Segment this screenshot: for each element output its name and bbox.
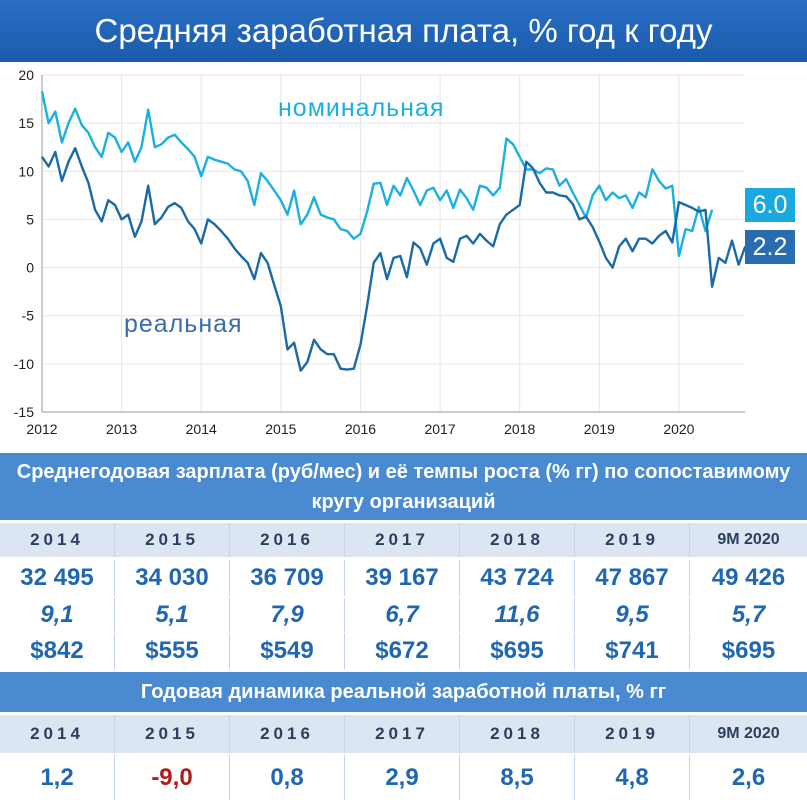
table1-salary-usd-cell-3: $672 [345, 633, 460, 669]
y-tick-label: -5 [22, 308, 35, 324]
table1-header: Среднегодовая зарплата (руб/мес) и её те… [0, 453, 807, 520]
table1-growth-cell-1: 5,1 [115, 598, 230, 632]
x-tick-label: 2020 [663, 421, 694, 437]
table1-growth-cell-0: 9,1 [0, 598, 115, 632]
y-tick-label: 5 [26, 211, 34, 227]
x-tick-label: 2012 [26, 421, 57, 437]
nominal-end-value-badge: 6.0 [745, 188, 795, 222]
table1-salary-usd-cell-2: $549 [230, 633, 345, 669]
table1-salary-rub-cell-0: 32 495 [0, 560, 115, 596]
table2-year-cell-5: 2019 [575, 715, 690, 753]
table1-salary-usd-cell-4: $695 [460, 633, 575, 669]
real-end-value-badge: 2.2 [745, 230, 795, 264]
table2-year-cell-6: 9M 2020 [717, 725, 780, 742]
nominal-series-label: номинальная [278, 94, 445, 122]
x-tick-label: 2014 [186, 421, 217, 437]
table2-value-cell-3: 2,9 [345, 755, 460, 800]
table2-year-cell-2: 2016 [230, 715, 345, 753]
salary-table-panel: Среднегодовая зарплата (руб/мес) и её те… [0, 453, 807, 800]
y-tick-label: 10 [18, 163, 34, 179]
y-tick-label: -10 [14, 356, 34, 372]
x-tick-label: 2017 [424, 421, 455, 437]
x-tick-label: 2018 [504, 421, 535, 437]
table1-salary-rub-row: 32 495 34 030 36 709 39 167 43 724 47 867 49 4… [0, 560, 807, 596]
table2-year-cell-3: 2017 [345, 715, 460, 753]
table1-salary-usd-cell-6: $695 [721, 637, 776, 664]
table2-year-cell-4: 2018 [460, 715, 575, 753]
table2-header: Годовая динамика реальной заработной пла… [0, 672, 807, 712]
table1-salary-rub-cell-1: 34 030 [115, 560, 230, 596]
table1-salary-rub-cell-6: 49 426 [711, 564, 786, 591]
table1-years-row: 2014 2015 2016 2017 2018 2019 9M 2020 [0, 523, 807, 557]
table1-year-cell-4: 2018 [460, 523, 575, 557]
table2-value-cell-2: 0,8 [230, 755, 345, 800]
table2-years-row: 2014 2015 2016 2017 2018 2019 9M 2020 [0, 715, 807, 753]
table1-growth-cell-2: 7,9 [230, 598, 345, 632]
page-title: Средняя заработная плата, % год к году [0, 0, 807, 62]
table1-salary-usd-cell-5: $741 [575, 633, 690, 669]
table1-growth-cell-3: 6,7 [345, 598, 460, 632]
table1-growth-cell-4: 11,6 [460, 598, 575, 632]
table1-year-cell-2: 2016 [230, 523, 345, 557]
table2-year-cell-1: 2015 [115, 715, 230, 753]
table2-value-cell-1: -9,0 [115, 755, 230, 800]
table1-growth-cell-5: 9,5 [575, 598, 690, 632]
table2-value-cell-4: 8,5 [460, 755, 575, 800]
table1-salary-usd-cell-0: $842 [0, 633, 115, 669]
table2-values-row: 1,2 -9,0 0,8 2,9 8,5 4,8 2,6 [0, 755, 807, 800]
table1-salary-rub-cell-4: 43 724 [460, 560, 575, 596]
table1-year-cell-0: 2014 [0, 523, 115, 557]
table1-salary-rub-cell-2: 36 709 [230, 560, 345, 596]
table1-year-cell-3: 2017 [345, 523, 460, 557]
y-tick-label: 20 [18, 67, 34, 83]
table2-value-cell-0: 1,2 [0, 755, 115, 800]
table1-salary-rub-cell-3: 39 167 [345, 560, 460, 596]
table2-year-cell-0: 2014 [0, 715, 115, 753]
table1-year-cell-5: 2019 [575, 523, 690, 557]
table1-salary-rub-cell-5: 47 867 [575, 560, 690, 596]
y-tick-label: 0 [26, 260, 34, 276]
x-tick-label: 2013 [106, 421, 137, 437]
real-series-line [41, 146, 747, 372]
x-tick-label: 2016 [345, 421, 376, 437]
table2-value-cell-5: 4,8 [575, 755, 690, 800]
table1-salary-usd-row: $842 $555 $549 $672 $695 $741 $695 [0, 633, 807, 669]
y-tick-label: 15 [18, 115, 34, 131]
table1-year-cell-1: 2015 [115, 523, 230, 557]
y-tick-label: -15 [14, 404, 34, 420]
table2-value-cell-6: 2,6 [731, 764, 766, 791]
x-tick-label: 2015 [265, 421, 296, 437]
x-tick-label: 2019 [584, 421, 615, 437]
table1-salary-usd-cell-1: $555 [115, 633, 230, 669]
nominal-series-line [40, 91, 714, 258]
real-series-label: реальная [124, 310, 243, 338]
table1-growth-cell-6: 5,7 [731, 601, 766, 628]
table1-year-cell-6: 9M 2020 [717, 531, 780, 548]
chart-area: 20 15 10 5 0 -5 -10 -15 2012 2013 2014 2015 2016 2017… [0, 62, 807, 450]
table1-growth-row: 9,1 5,1 7,9 6,7 11,6 9,5 5,7 [0, 598, 807, 632]
